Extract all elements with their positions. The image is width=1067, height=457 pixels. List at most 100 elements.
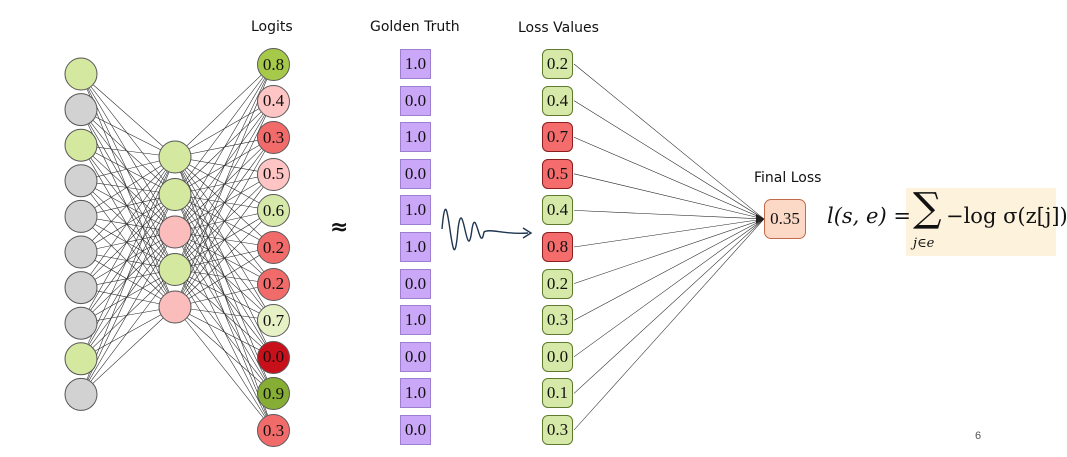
network-edge xyxy=(80,231,176,359)
hidden-neuron xyxy=(158,290,192,324)
golden-truth-cell: 1.0 xyxy=(400,378,431,409)
network-edge xyxy=(174,194,274,357)
network-edge xyxy=(80,109,176,233)
network-edge xyxy=(80,269,176,359)
network-edge xyxy=(80,109,176,195)
network-edge xyxy=(80,156,176,253)
logit-node: 0.4 xyxy=(257,84,290,118)
golden-truth-cell: 0.0 xyxy=(400,268,431,299)
loss-value-cell: 0.4 xyxy=(542,85,573,116)
network-edge xyxy=(174,137,274,308)
network-edge xyxy=(80,216,176,308)
network-edge xyxy=(174,63,274,270)
hidden-neuron xyxy=(158,178,192,211)
wave-arrowhead-icon xyxy=(522,227,533,239)
network-edge xyxy=(80,180,176,308)
network-edge xyxy=(174,100,274,308)
loss-value-cell: 0.1 xyxy=(542,378,573,409)
loss-value-cell: 0.3 xyxy=(542,415,573,445)
final-loss-arrowhead-icon xyxy=(756,214,764,224)
network-edge xyxy=(80,73,176,158)
golden-truth-cell: 0.0 xyxy=(400,415,431,445)
loss-to-final-edge xyxy=(573,218,765,358)
hidden-neuron xyxy=(158,253,192,286)
network-edge xyxy=(80,231,176,288)
network-edge xyxy=(174,246,274,308)
network-edge xyxy=(174,210,274,308)
network-edge xyxy=(80,306,176,395)
golden-truth-cell: 1.0 xyxy=(400,305,431,336)
network-edge xyxy=(174,173,274,308)
logit-node: 0.0 xyxy=(257,340,290,374)
formula-rhs: −log σ(z[j]) xyxy=(946,204,1067,228)
hidden-neuron xyxy=(158,215,192,249)
network-edge xyxy=(174,194,274,394)
formula-highlight xyxy=(906,188,1056,256)
input-neuron xyxy=(64,271,98,305)
network-edge xyxy=(174,246,274,270)
formula-lhs: l(s, e) = xyxy=(827,204,911,228)
input-neuron xyxy=(64,306,98,340)
network-edge xyxy=(174,194,274,248)
formula-subscript: j∈e xyxy=(913,236,935,251)
loss-to-final-edge xyxy=(573,218,765,284)
network-edge xyxy=(80,73,176,233)
loss-to-final-edge xyxy=(573,173,765,220)
network-edge xyxy=(174,63,274,195)
network-edge xyxy=(174,269,274,431)
loss-value-cell: 0.7 xyxy=(542,122,573,153)
loss-value-cell: 0.2 xyxy=(542,268,573,299)
final-loss-box: 0.35 xyxy=(764,199,806,239)
network-edge xyxy=(174,63,274,158)
network-edge xyxy=(174,306,274,358)
loss-value-cell: 0.8 xyxy=(542,232,573,262)
golden-truth-cell: 1.0 xyxy=(400,232,431,262)
network-edge xyxy=(174,231,274,431)
network-edge xyxy=(80,194,176,288)
loss-to-final-edge xyxy=(573,100,765,220)
loss-to-final-edge xyxy=(573,218,765,321)
network-edge xyxy=(174,156,274,284)
loss-value-cell: 0.5 xyxy=(542,158,573,189)
loss-to-final-edge xyxy=(573,218,765,431)
logit-node: 0.7 xyxy=(257,304,290,338)
page-number: 6 xyxy=(975,430,982,442)
golden-truth-cell: 1.0 xyxy=(400,49,431,79)
logit-node: 0.3 xyxy=(257,414,290,447)
logit-node: 0.5 xyxy=(257,157,290,191)
network-edge xyxy=(80,216,176,270)
network-edge xyxy=(80,251,176,308)
golden-truth-cell: 1.0 xyxy=(400,122,431,153)
logit-node: 0.6 xyxy=(257,194,290,228)
network-edge xyxy=(80,145,176,308)
final-loss-header: Final Loss xyxy=(754,170,822,186)
network-edge xyxy=(80,156,176,288)
input-neuron xyxy=(64,342,98,376)
network-edge xyxy=(174,194,274,211)
network-edge xyxy=(80,194,176,324)
wave-arrow-icon xyxy=(441,208,529,251)
network-edge xyxy=(80,109,176,158)
network-edge xyxy=(174,306,274,394)
network-edge xyxy=(80,180,176,270)
network-edge xyxy=(174,269,274,321)
network-edge xyxy=(174,283,274,308)
network-edge xyxy=(80,73,176,195)
loss-to-final-edge xyxy=(573,218,765,248)
loss-value-cell: 0.0 xyxy=(542,341,573,372)
network-edge xyxy=(174,156,274,248)
logit-node: 0.8 xyxy=(257,48,290,81)
network-edge xyxy=(174,269,274,358)
loss-value-cell: 0.3 xyxy=(542,305,573,336)
input-neuron xyxy=(64,164,98,198)
network-edge xyxy=(174,136,274,158)
loss-to-final-edge xyxy=(573,210,765,220)
network-edge xyxy=(174,269,274,394)
network-edge xyxy=(80,269,176,395)
golden-truth-cell: 0.0 xyxy=(400,85,431,116)
golden-truth-cell: 0.0 xyxy=(400,158,431,189)
input-neuron xyxy=(64,57,98,91)
approx-symbol: ≈ xyxy=(330,215,349,240)
